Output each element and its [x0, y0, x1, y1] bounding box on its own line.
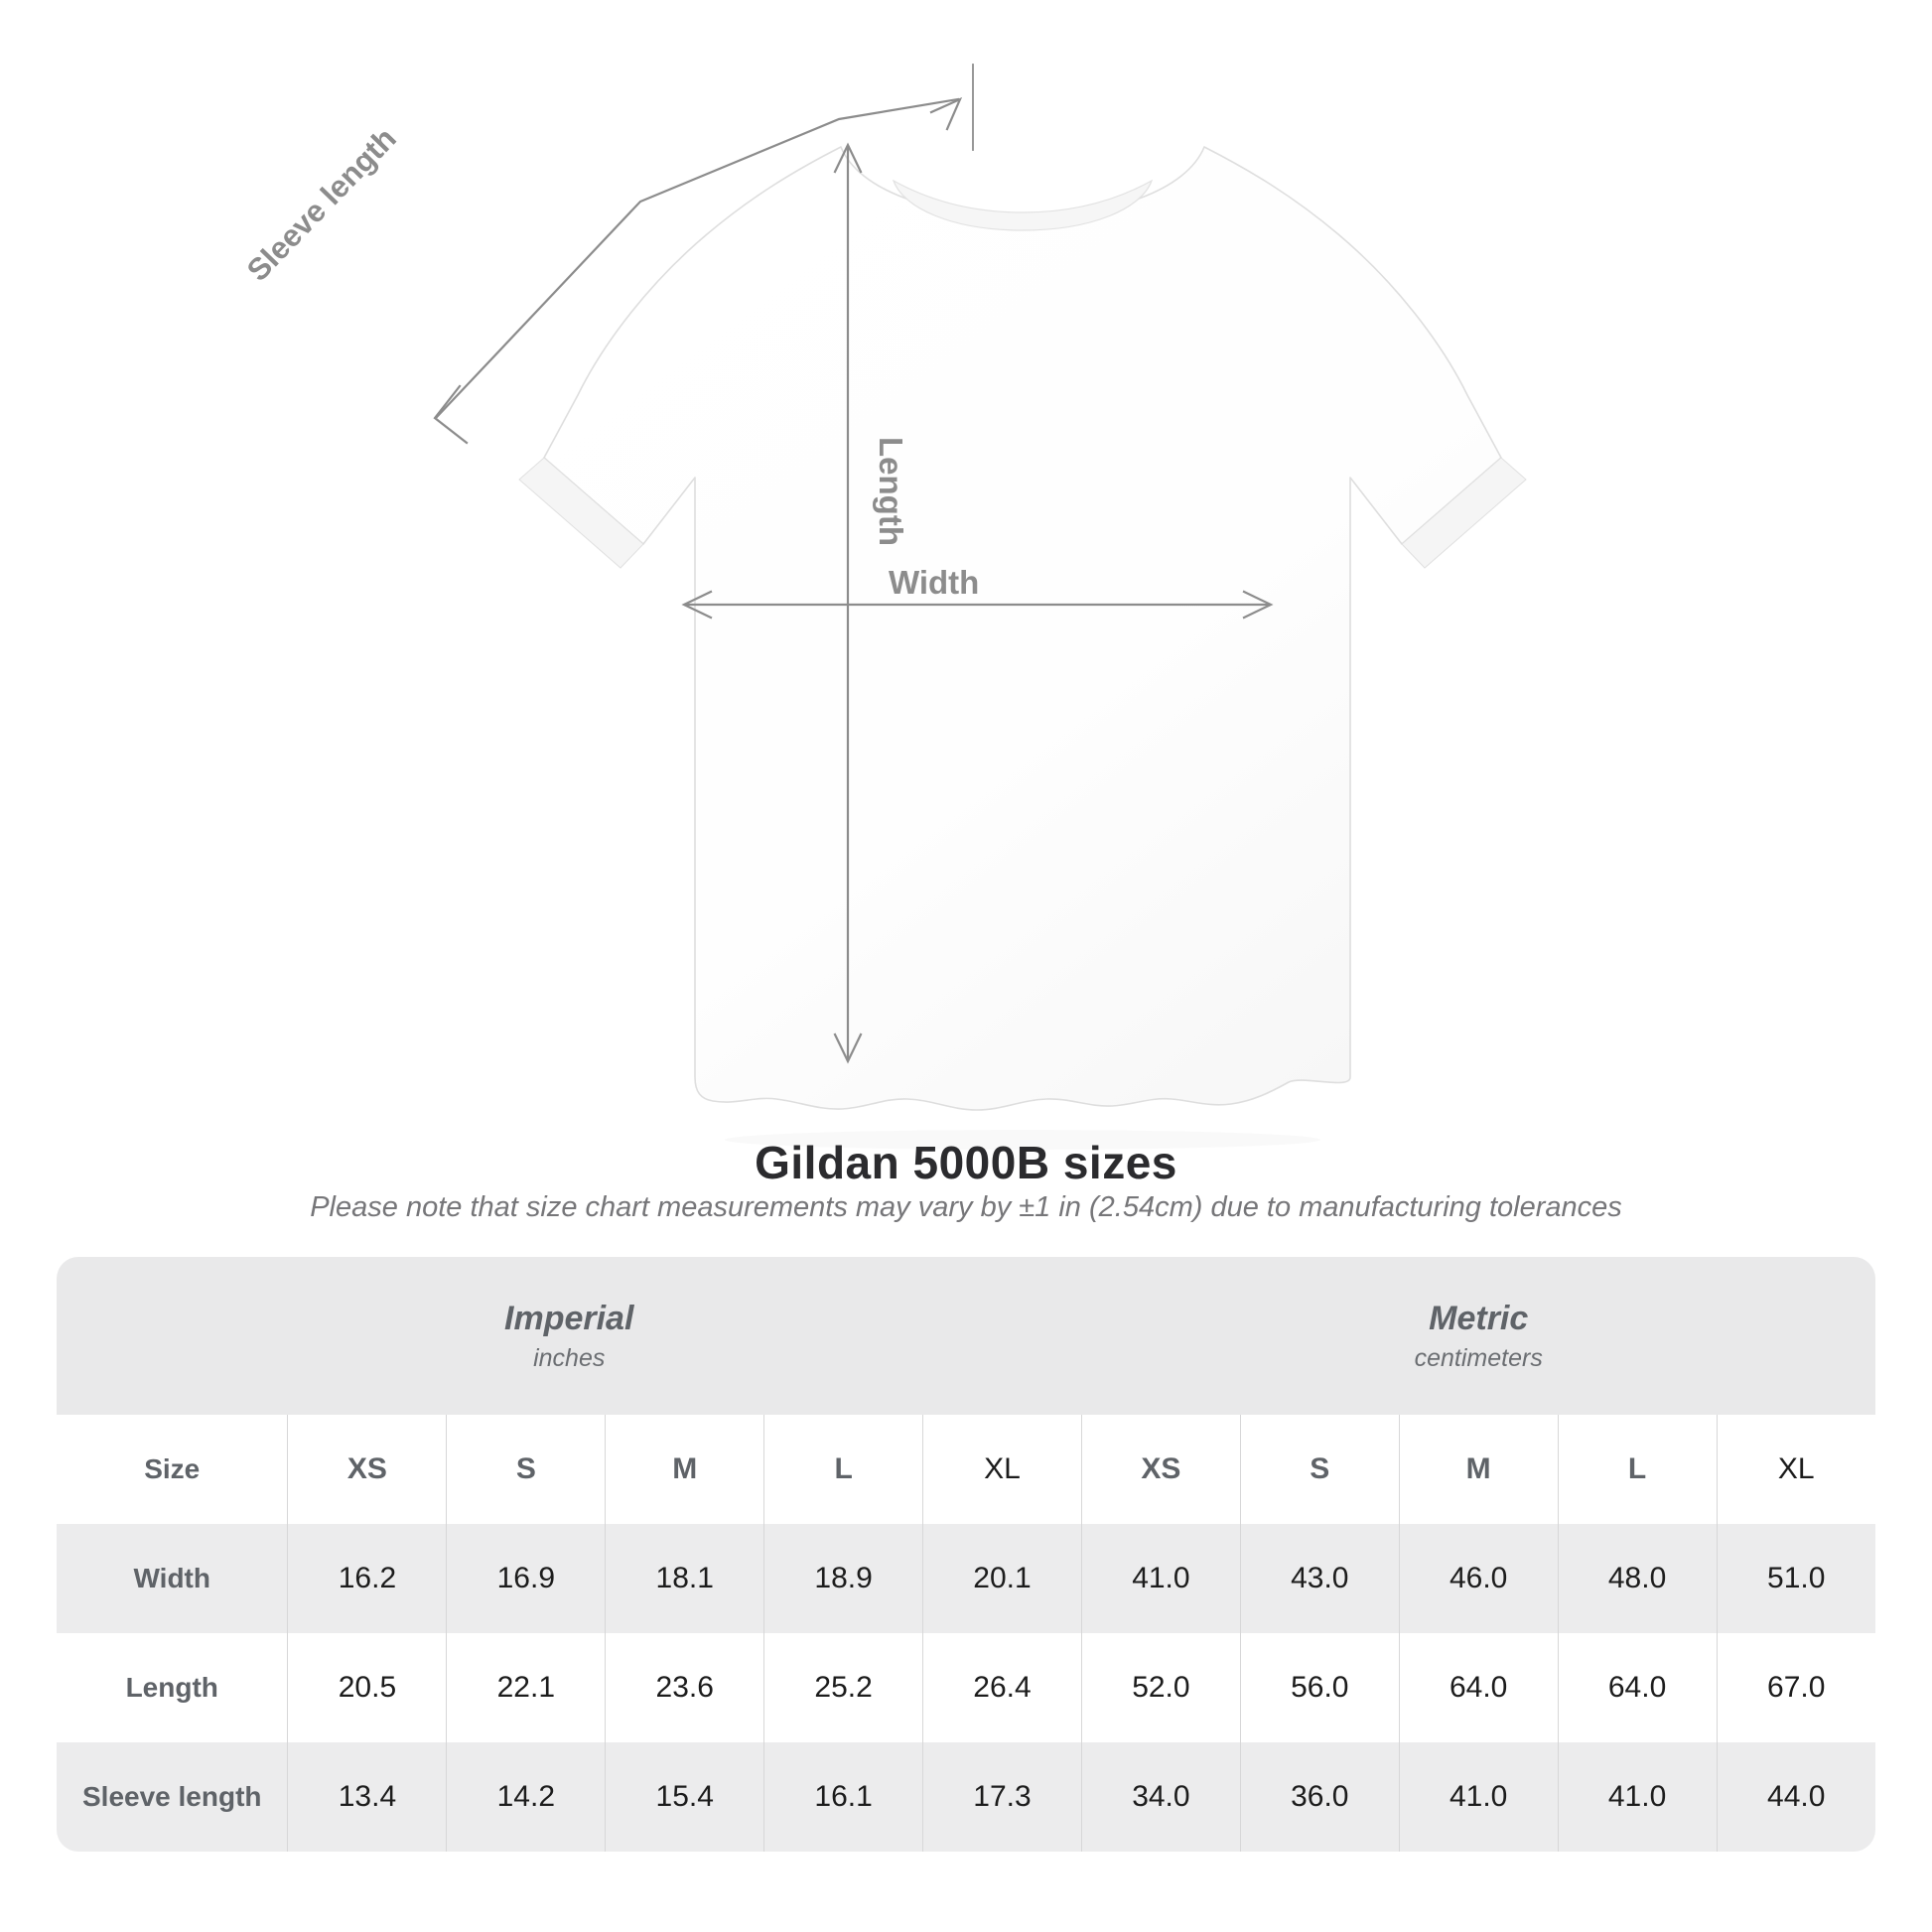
svg-text:Length: Length [873, 437, 909, 546]
svg-text:Width: Width [889, 564, 979, 601]
svg-text:Sleeve length: Sleeve length [240, 121, 403, 288]
